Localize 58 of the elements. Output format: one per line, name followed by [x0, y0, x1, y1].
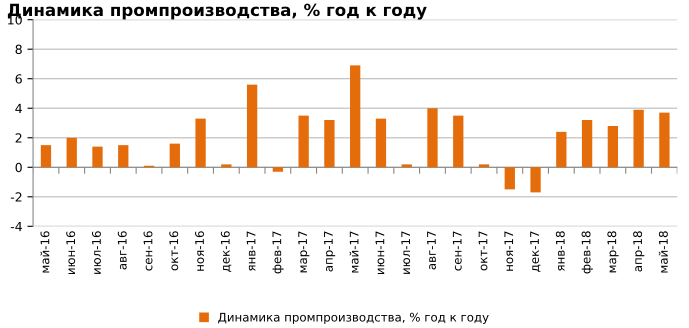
- legend-label: Динамика промпроизводства, % год к году: [218, 312, 489, 324]
- bar: [66, 138, 77, 168]
- x-tick-label: дек-17: [530, 231, 540, 272]
- bar: [92, 146, 103, 168]
- bar: [298, 116, 309, 168]
- x-tick-label: янв-18: [556, 231, 565, 271]
- y-tick-label: 4: [15, 104, 22, 113]
- x-tick-label: июн-17: [376, 231, 384, 274]
- x-tick-label: окт-17: [478, 231, 488, 270]
- bar: [272, 167, 284, 172]
- bar: [608, 126, 618, 168]
- x-tick-label: дек-16: [220, 231, 232, 272]
- bar: [118, 145, 128, 168]
- x-tick-label: май-16: [40, 231, 50, 273]
- bar: [556, 132, 566, 168]
- x-tick-label: ноя-16: [195, 231, 204, 271]
- x-tick-label: июл-16: [92, 231, 101, 274]
- bar: [633, 110, 644, 168]
- bar: [659, 112, 670, 168]
- bar: [376, 118, 386, 168]
- x-tick-label: июл-17: [401, 231, 410, 274]
- x-tick-label: май-18: [658, 231, 668, 273]
- x-tick-label: сен-17: [452, 231, 462, 271]
- x-tick-label: май-17: [350, 231, 359, 273]
- bar: [453, 116, 464, 168]
- y-tick-label: 6: [16, 74, 22, 84]
- bar: [402, 164, 412, 168]
- x-tick-label: янв-17: [246, 231, 256, 271]
- y-tick-label: -2: [10, 192, 22, 202]
- x-tick-label: фев-17: [272, 231, 284, 274]
- bar: [582, 120, 592, 168]
- bar: [350, 65, 360, 168]
- x-tick-label: сен-16: [144, 231, 152, 271]
- y-tick-label: 2: [16, 133, 22, 143]
- y-tick-label: 0: [16, 162, 22, 172]
- x-tick-label: авг-17: [427, 231, 436, 270]
- x-tick-label: авг-16: [118, 231, 127, 270]
- bar: [504, 167, 515, 190]
- bar: [530, 167, 541, 192]
- bar: [246, 84, 258, 168]
- x-tick-label: окт-16: [169, 231, 178, 270]
- x-tick-label: ноя-17: [504, 231, 514, 271]
- bar: [195, 118, 206, 168]
- bar: [427, 108, 438, 168]
- x-tick-label: апр-17: [324, 231, 336, 272]
- bar: [221, 164, 232, 168]
- x-tick-label: июн-16: [66, 231, 76, 274]
- x-tick-label: мар-18: [607, 231, 619, 272]
- y-tick-label: -4: [10, 222, 22, 232]
- bar: [478, 164, 490, 168]
- bar: [40, 145, 52, 168]
- chart-title: Динамика промпроизводства, % год к году: [8, 4, 427, 20]
- bar: [324, 120, 335, 168]
- x-tick-label: фев-18: [582, 231, 593, 274]
- x-tick-label: апр-18: [633, 231, 644, 272]
- bar: [170, 144, 180, 168]
- x-tick-label: мар-17: [298, 231, 310, 272]
- y-tick-label: 8: [16, 44, 22, 54]
